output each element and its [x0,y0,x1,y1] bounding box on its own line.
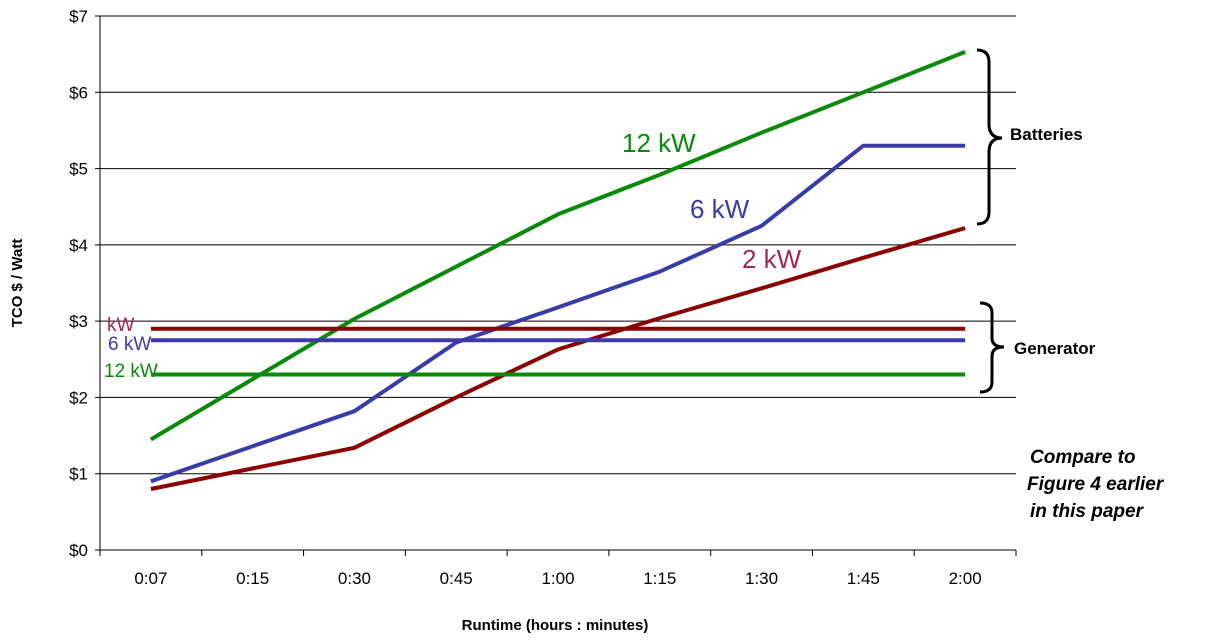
generator-label: Generator [1014,339,1096,358]
batteries-label: Batteries [1010,125,1083,144]
x-tick-label: 0:30 [338,569,371,588]
x-axis-ticks: 0:07 0:15 0:30 0:45 1:00 1:15 1:30 1:45 2:00 [99,550,1017,588]
series-label-12kw-batteries: 12 kW [622,128,696,158]
y-tick-label: $6 [69,83,88,102]
y-tick-label: $4 [69,236,88,255]
generator-brace [979,301,1005,394]
y-tick-label: $1 [69,465,88,484]
y-tick-label: $3 [69,312,88,331]
series-label-12kw-generator: 12 kW [104,361,158,382]
y-tick-label: $5 [69,160,88,179]
series-label-6kw-generator: 6 kW [108,334,151,355]
x-tick-label: 0:15 [236,569,269,588]
axes [99,16,1016,551]
compare-note-line1: Compare to [1030,447,1136,468]
series-label-2kw-batteries: 2 kW [742,244,802,274]
batteries-brace [976,48,1003,226]
x-tick-label: 1:30 [745,569,778,588]
x-axis-title: Runtime (hours : minutes) [462,617,649,634]
y-tick-label: $0 [69,541,88,560]
series-line-batteries-6-kw [150,143,966,484]
x-tick-label: 1:15 [643,569,676,588]
series-line-batteries-2-kw [150,226,966,491]
y-tick-label: $2 [69,388,88,407]
x-tick-label: 1:45 [847,569,880,588]
compare-note-line3: in this paper [1030,501,1145,522]
compare-note-line2: Figure 4 earlier [1027,474,1165,495]
x-tick-label: 0:45 [440,569,473,588]
series-label-6kw-batteries: 6 kW [690,194,750,224]
grid-lines [100,15,1016,475]
y-axis-ticks: $0 $1 $2 $3 $4 $5 $6 $7 [69,7,100,560]
series-line-batteries-12-kw [149,50,966,442]
y-axis-title: TCO $ / Watt [9,239,26,328]
series-label-kw-generator: kW [107,315,135,336]
x-tick-label: 2:00 [949,569,982,588]
x-tick-label: 0:07 [134,569,167,588]
y-tick-label: $7 [69,7,88,26]
x-tick-label: 1:00 [541,569,574,588]
series-lines [149,50,966,491]
